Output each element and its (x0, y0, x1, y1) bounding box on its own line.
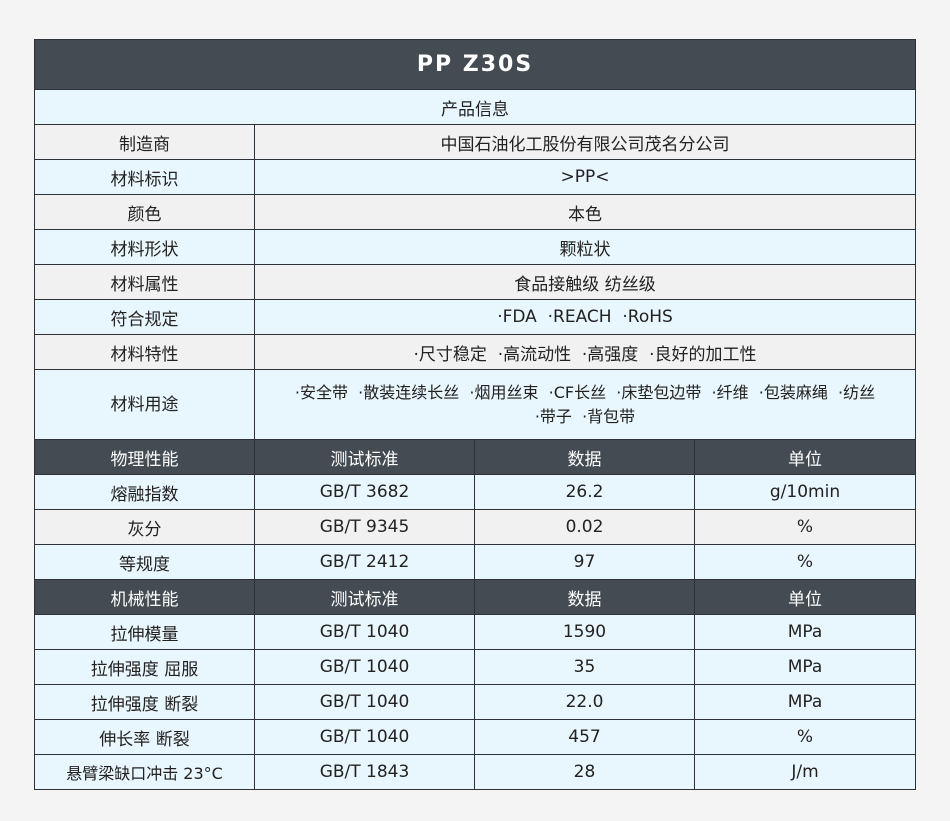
test-standard: GB/T 1040 (254, 684, 475, 720)
table-row: 拉伸强度 屈服 GB/T 1040 35 MPa (34, 649, 917, 685)
column-header: 物理性能 (34, 439, 255, 475)
column-header: 数据 (474, 579, 695, 615)
column-header: 机械性能 (34, 579, 255, 615)
property-value: 28 (474, 754, 695, 790)
info-row-color: 颜色 本色 (34, 194, 917, 230)
info-value: ·FDA ·REACH ·RoHS (253, 299, 917, 335)
info-value: 本色 (253, 194, 917, 230)
info-row-attributes: 材料属性 食品接触级 纺丝级 (34, 264, 917, 300)
info-label: 材料用途 (34, 369, 255, 440)
property-name: 灰分 (34, 509, 255, 545)
property-unit: MPa (693, 649, 917, 685)
property-unit: J/m (693, 754, 917, 790)
column-header: 单位 (693, 579, 917, 615)
mechanical-header-row: 机械性能 测试标准 数据 单位 (34, 579, 917, 615)
test-standard: GB/T 9345 (254, 509, 475, 545)
test-standard: GB/T 1040 (254, 614, 475, 650)
table-row: 等规度 GB/T 2412 97 % (34, 544, 917, 580)
info-value: ·尺寸稳定 ·高流动性 ·高强度 ·良好的加工性 (253, 334, 917, 370)
property-name: 悬臂梁缺口冲击 23°C (34, 754, 255, 790)
info-row-manufacturer: 制造商 中国石油化工股份有限公司茂名分公司 (34, 124, 917, 160)
column-header: 测试标准 (254, 579, 475, 615)
property-value: 1590 (474, 614, 695, 650)
info-label: 材料特性 (34, 334, 255, 370)
property-name: 拉伸模量 (34, 614, 255, 650)
info-label: 材料标识 (34, 159, 255, 195)
info-label: 材料形状 (34, 229, 255, 265)
property-unit: % (693, 719, 917, 755)
column-header: 数据 (474, 439, 695, 475)
info-label: 材料属性 (34, 264, 255, 300)
test-standard: GB/T 3682 (254, 474, 475, 510)
table-row: 伸长率 断裂 GB/T 1040 457 % (34, 719, 917, 755)
product-info-section-label: 产品信息 (33, 89, 917, 125)
info-row-features: 材料特性 ·尺寸稳定 ·高流动性 ·高强度 ·良好的加工性 (34, 334, 917, 370)
info-label: 颜色 (34, 194, 255, 230)
table-row: 熔融指数 GB/T 3682 26.2 g/10min (34, 474, 917, 510)
property-value: 0.02 (474, 509, 695, 545)
spec-table: PP Z30S 产品信息 制造商 中国石油化工股份有限公司茂名分公司 材料标识 … (33, 39, 917, 790)
property-value: 97 (474, 544, 695, 580)
property-unit: MPa (693, 614, 917, 650)
title-row: PP Z30S (33, 39, 917, 90)
property-unit: MPa (693, 684, 917, 720)
column-header: 单位 (693, 439, 917, 475)
info-row-shape: 材料形状 颗粒状 (34, 229, 917, 265)
info-label: 符合规定 (34, 299, 255, 335)
physical-header-row: 物理性能 测试标准 数据 单位 (34, 439, 917, 475)
table-row: 灰分 GB/T 9345 0.02 % (34, 509, 917, 545)
test-standard: GB/T 2412 (254, 544, 475, 580)
property-name: 熔融指数 (34, 474, 255, 510)
property-unit: % (693, 509, 917, 545)
info-value: 中国石油化工股份有限公司茂名分公司 (253, 124, 917, 160)
property-name: 拉伸强度 断裂 (34, 684, 255, 720)
info-value: 食品接触级 纺丝级 (253, 264, 917, 300)
test-standard: GB/T 1040 (254, 719, 475, 755)
info-row-identifier: 材料标识 >PP< (34, 159, 917, 195)
table-row: 悬臂梁缺口冲击 23°C GB/T 1843 28 J/m (34, 754, 917, 790)
info-value: 颗粒状 (253, 229, 917, 265)
property-name: 伸长率 断裂 (34, 719, 255, 755)
property-name: 拉伸强度 屈服 (34, 649, 255, 685)
property-unit: % (693, 544, 917, 580)
product-title: PP Z30S (33, 39, 917, 90)
product-info-header-row: 产品信息 (33, 89, 917, 125)
column-header: 测试标准 (254, 439, 475, 475)
test-standard: GB/T 1843 (254, 754, 475, 790)
property-value: 35 (474, 649, 695, 685)
property-value: 457 (474, 719, 695, 755)
property-unit: g/10min (693, 474, 917, 510)
property-value: 22.0 (474, 684, 695, 720)
info-value: >PP< (253, 159, 917, 195)
info-label: 制造商 (34, 124, 255, 160)
applications-line-1: ·安全带 ·散装连续长丝 ·烟用丝束 ·CF长丝 ·床垫包边带 ·纤维 ·包装麻… (294, 382, 876, 402)
info-row-compliance: 符合规定 ·FDA ·REACH ·RoHS (34, 299, 917, 335)
applications-line-2: ·带子 ·背包带 (534, 406, 636, 426)
table-row: 拉伸强度 断裂 GB/T 1040 22.0 MPa (34, 684, 917, 720)
info-row-applications: 材料用途 ·安全带 ·散装连续长丝 ·烟用丝束 ·CF长丝 ·床垫包边带 ·纤维… (34, 369, 917, 440)
info-value: ·安全带 ·散装连续长丝 ·烟用丝束 ·CF长丝 ·床垫包边带 ·纤维 ·包装麻… (253, 369, 917, 440)
property-value: 26.2 (474, 474, 695, 510)
property-name: 等规度 (34, 544, 255, 580)
test-standard: GB/T 1040 (254, 649, 475, 685)
table-row: 拉伸模量 GB/T 1040 1590 MPa (34, 614, 917, 650)
